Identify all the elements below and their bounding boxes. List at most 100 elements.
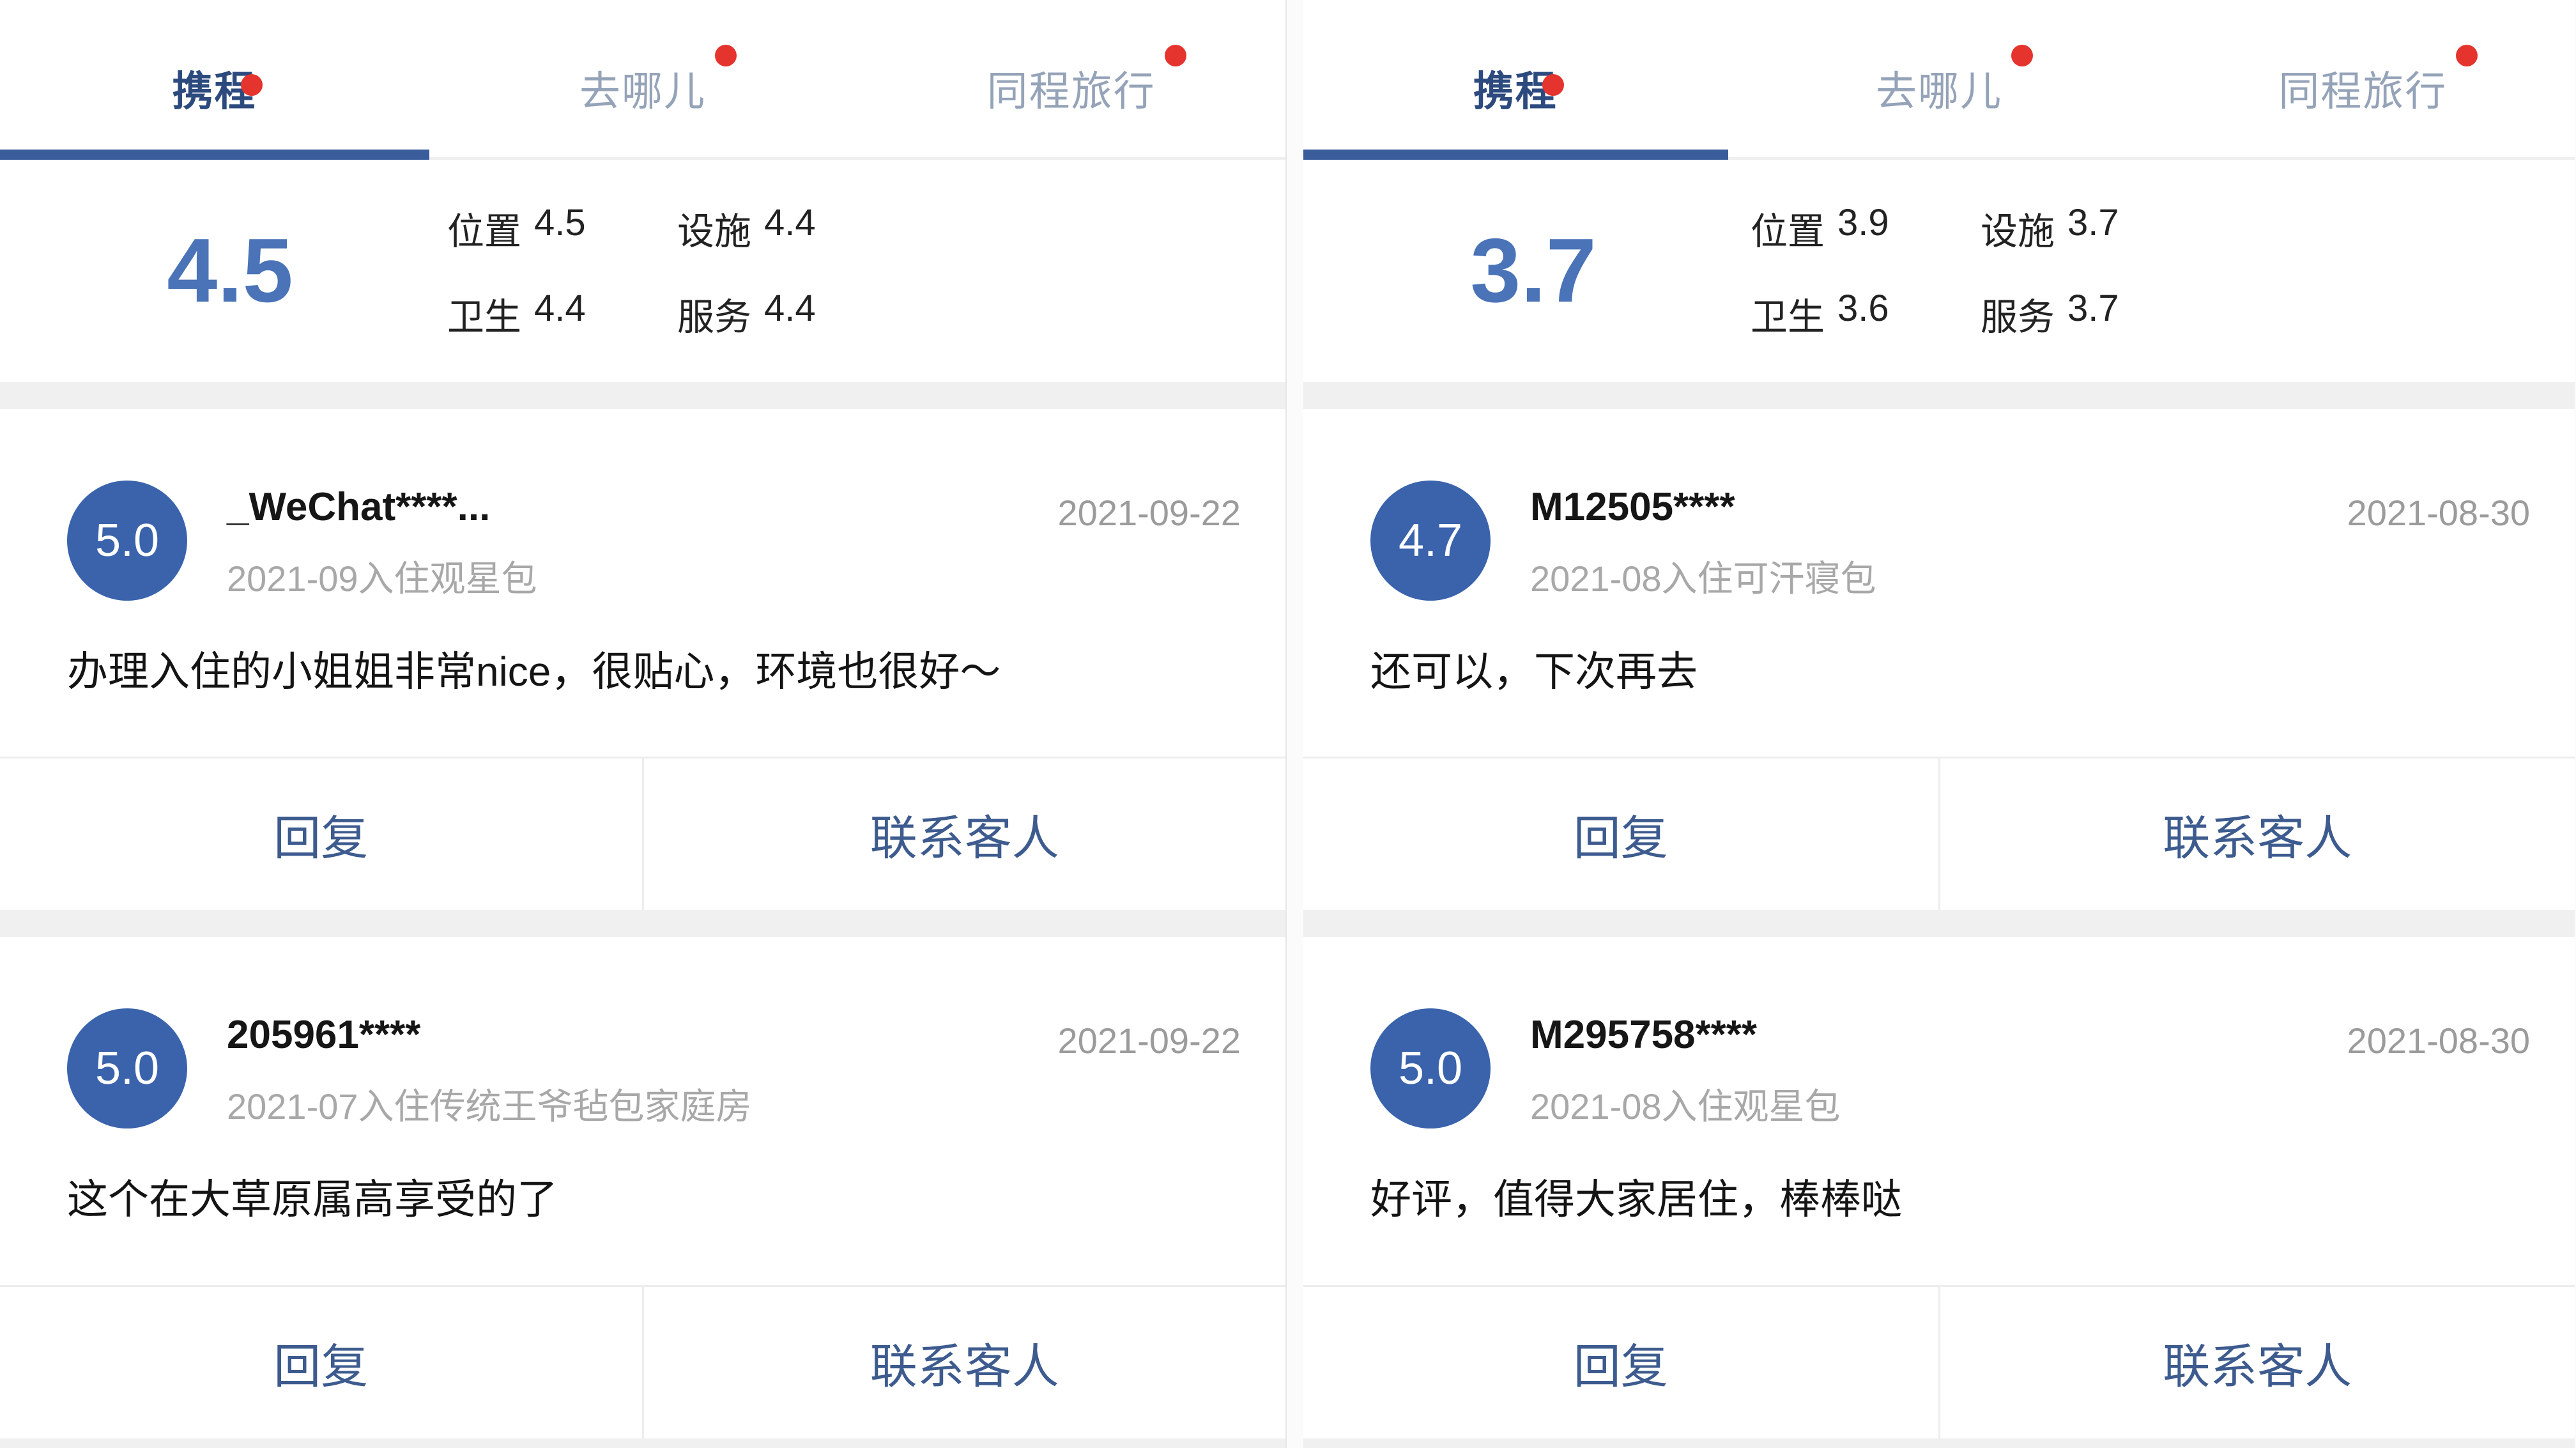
subscore-label: 设施 — [677, 211, 752, 252]
contact-guest-button[interactable]: 联系客人 — [1938, 759, 2575, 911]
tab-ctrip-label: 携程 — [172, 68, 257, 114]
subscore-location: 位置 4.5 — [447, 201, 677, 255]
reviewer-name: 205961**** — [227, 1013, 421, 1058]
subscore-facilities: 设施 3.7 — [1981, 201, 2211, 255]
active-tab-indicator — [0, 150, 429, 160]
review-card: 5.0 _WeChat****... 2021-09入住观星包 2021-09-… — [0, 409, 1286, 911]
tab-tongcheng-label: 同程旅行 — [2278, 45, 2478, 118]
rating-summary: 4.5 位置 4.5 设施 4.4 卫生 4.4 服务 4.4 — [0, 160, 1285, 382]
subscores: 位置 3.9 设施 3.7 卫生 3.6 服务 3.7 — [1751, 201, 2211, 341]
reply-button[interactable]: 回复 — [1573, 1339, 1668, 1393]
review-panel-right: 携程 去哪儿 同程旅行 3.7 位置 3.9 设施 3.7 — [1303, 0, 2575, 1448]
review-date: 2021-08-30 — [2347, 493, 2530, 533]
platform-tabs: 携程 去哪儿 同程旅行 — [0, 19, 1285, 160]
subscore-value: 3.7 — [2067, 202, 2119, 243]
section-separator — [1303, 1438, 2575, 1448]
overall-rating: 3.7 — [1470, 220, 1597, 321]
subscore-label: 位置 — [1751, 211, 1825, 252]
reviewer-info: 205961**** 2021-07入住传统王爷毡包家庭房 — [227, 1008, 752, 1130]
subscore-label: 服务 — [677, 297, 752, 338]
platform-tabs: 携程 去哪儿 同程旅行 — [1303, 19, 2575, 160]
notification-dot — [2011, 45, 2033, 66]
contact-guest-button[interactable]: 联系客人 — [1938, 1286, 2575, 1438]
review-actions: 回复 联系客人 — [0, 1284, 1286, 1438]
subscore-value: 3.6 — [1837, 288, 1889, 329]
reply-button[interactable]: 回复 — [1573, 812, 1668, 865]
subscore-service: 服务 3.7 — [1981, 287, 2211, 341]
subscore-hygiene: 卫生 4.4 — [447, 287, 677, 341]
subscores: 位置 4.5 设施 4.4 卫生 4.4 服务 4.4 — [447, 201, 907, 341]
notification-dot — [1164, 45, 1186, 66]
section-separator — [0, 1438, 1285, 1448]
subscore-hygiene: 卫生 3.6 — [1751, 287, 1981, 341]
reply-button[interactable]: 回复 — [273, 812, 369, 865]
tab-qunar[interactable]: 去哪儿 — [1727, 19, 2150, 157]
section-separator — [0, 910, 1285, 937]
review-text: 好评，值得大家居住，棒棒哒 — [1370, 1176, 1902, 1223]
review-date: 2021-09-22 — [1057, 493, 1241, 533]
subscore-label: 设施 — [1981, 211, 2055, 252]
reviewer-info: M12505**** 2021-08入住可汗寝包 — [1530, 481, 1876, 602]
review-text: 办理入住的小姐姐非常nice，很贴心，环境也很好～ — [67, 649, 1001, 695]
reviewer-name: _WeChat****... — [227, 485, 491, 529]
reviewer-score-avatar: 5.0 — [67, 481, 187, 601]
reviewer-score-avatar: 4.7 — [1370, 481, 1491, 601]
review-date: 2021-08-30 — [2347, 1021, 2530, 1061]
review-panel-left: 携程 去哪儿 同程旅行 4.5 位置 4.5 设施 4.4 — [0, 0, 1287, 1448]
review-header: 5.0 205961**** 2021-07入住传统王爷毡包家庭房 2021-0… — [67, 1008, 1241, 1130]
review-actions: 回复 联系客人 — [1303, 757, 2575, 911]
contact-guest-button[interactable]: 联系客人 — [641, 759, 1286, 911]
stay-info: 2021-08入住观星包 — [1530, 1086, 1841, 1127]
section-separator — [1303, 382, 2575, 409]
subscore-value: 4.4 — [764, 202, 816, 243]
tab-qunar-label: 去哪儿 — [579, 45, 737, 118]
review-text: 这个在大草原属高享受的了 — [67, 1176, 558, 1223]
tab-qunar[interactable]: 去哪儿 — [429, 19, 857, 157]
reply-button[interactable]: 回复 — [273, 1339, 369, 1393]
review-card: 5.0 M295758**** 2021-08入住观星包 2021-08-30 … — [1303, 937, 2575, 1438]
review-header: 4.7 M12505**** 2021-08入住可汗寝包 2021-08-30 — [1370, 481, 2530, 602]
review-header: 5.0 _WeChat****... 2021-09入住观星包 2021-09-… — [67, 481, 1241, 602]
review-date: 2021-09-22 — [1057, 1021, 1241, 1061]
reviewer-name: M12505**** — [1530, 485, 1735, 529]
review-actions: 回复 联系客人 — [1303, 1284, 2575, 1438]
review-text: 还可以，下次再去 — [1370, 649, 1698, 695]
tab-tongcheng[interactable]: 同程旅行 — [2151, 19, 2575, 157]
subscore-location: 位置 3.9 — [1751, 201, 1981, 255]
subscore-value: 3.9 — [1837, 202, 1889, 243]
subscore-value: 4.5 — [534, 202, 586, 243]
notification-dot — [241, 74, 263, 96]
tab-ctrip[interactable]: 携程 — [1303, 19, 1727, 157]
subscore-label: 服务 — [1981, 297, 2055, 338]
active-tab-indicator — [1303, 150, 1728, 160]
tab-ctrip[interactable]: 携程 — [0, 19, 429, 157]
stay-info: 2021-08入住可汗寝包 — [1530, 558, 1876, 599]
contact-guest-button[interactable]: 联系客人 — [641, 1286, 1286, 1438]
reviewer-score-avatar: 5.0 — [1370, 1008, 1491, 1129]
overall-rating: 4.5 — [167, 220, 293, 321]
subscore-service: 服务 4.4 — [677, 287, 907, 341]
subscore-value: 4.4 — [534, 288, 586, 329]
notification-dot — [715, 45, 737, 66]
review-header: 5.0 M295758**** 2021-08入住观星包 2021-08-30 — [1370, 1008, 2530, 1130]
section-separator — [1303, 910, 2575, 937]
review-actions: 回复 联系客人 — [0, 757, 1286, 911]
tab-tongcheng-label: 同程旅行 — [987, 45, 1186, 118]
tab-qunar-label: 去哪儿 — [1876, 45, 2033, 118]
subscore-value: 3.7 — [2067, 288, 2119, 329]
notification-dot — [2456, 45, 2478, 66]
reviewer-info: _WeChat****... 2021-09入住观星包 — [227, 481, 537, 602]
stay-info: 2021-09入住观星包 — [227, 558, 537, 599]
reviewer-info: M295758**** 2021-08入住观星包 — [1530, 1008, 1841, 1130]
subscore-label: 卫生 — [1751, 297, 1825, 338]
subscore-facilities: 设施 4.4 — [677, 201, 907, 255]
stay-info: 2021-07入住传统王爷毡包家庭房 — [227, 1086, 752, 1127]
tab-ctrip-label: 携程 — [1473, 68, 1558, 114]
reviewer-score-avatar: 5.0 — [67, 1008, 187, 1129]
rating-summary: 3.7 位置 3.9 设施 3.7 卫生 3.6 服务 3.7 — [1303, 160, 2575, 382]
notification-dot — [1542, 74, 1564, 96]
review-card: 5.0 205961**** 2021-07入住传统王爷毡包家庭房 2021-0… — [0, 937, 1285, 1438]
section-separator — [0, 382, 1285, 409]
tab-tongcheng[interactable]: 同程旅行 — [857, 19, 1285, 157]
